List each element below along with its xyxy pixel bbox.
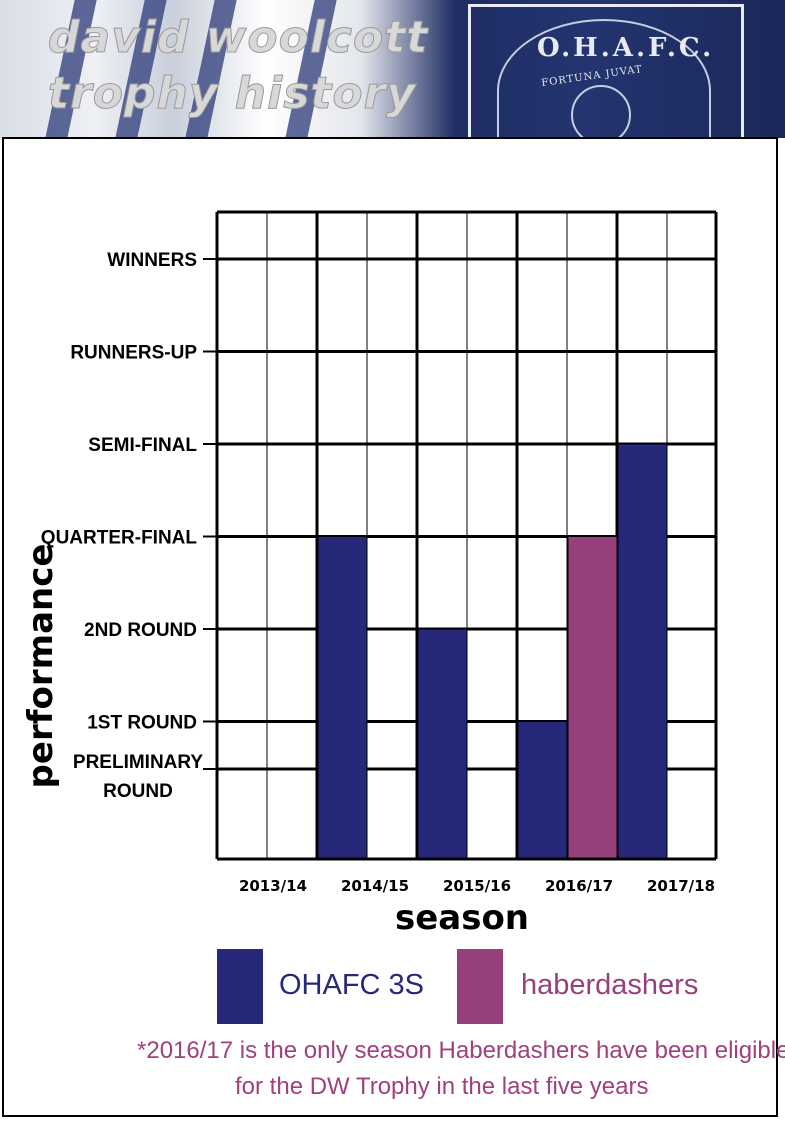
y-tick-label: 1ST ROUND [87, 713, 197, 734]
crest-icon [571, 85, 631, 138]
x-tick-labels: 2013/14 2014/15 2015/16 2016/17 2017/18 [239, 877, 715, 895]
y-tick-label: PRELIMINARY [73, 752, 204, 773]
x-tick-label: 2015/16 [443, 877, 511, 895]
chart-outline [215, 210, 718, 861]
x-tick-label: 2013/14 [239, 877, 307, 895]
x-tick-label: 2016/17 [545, 877, 613, 895]
legend-swatch-haberdashers [457, 949, 503, 1024]
x-tick-label: 2017/18 [647, 877, 715, 895]
y-tick-labels: PRELIMINARY ROUND 1ST ROUND 2ND ROUND QUARTE… [41, 250, 204, 802]
club-badge: O.H.A.F.C. FORTUNA JUVAT [468, 4, 744, 138]
y-axis-title: performance [21, 544, 61, 789]
badge-text: O.H.A.F.C. [537, 33, 715, 63]
title-line-1: david woolcott [47, 12, 429, 63]
x-tick-label: 2014/15 [341, 877, 409, 895]
x-axis-title: season [395, 898, 529, 938]
y-tick-label: WINNERS [107, 250, 197, 271]
chart-bars [317, 443, 668, 860]
y-tick-label: ROUND [103, 781, 173, 802]
bar [417, 628, 468, 860]
bar [317, 536, 368, 860]
header-banner: david woolcott trophy history O.H.A.F.C.… [0, 0, 785, 138]
bar [567, 536, 618, 860]
footnote-line-1: *2016/17 is the only season Haberdashers… [137, 1037, 785, 1064]
title-line-2: trophy history [47, 68, 417, 119]
footnote-line-2: for the DW Trophy in the last five years [235, 1073, 649, 1100]
legend-label-ohafc: OHAFC 3S [279, 969, 425, 1001]
y-tick-label: 2ND ROUND [84, 620, 197, 641]
y-tick-label: RUNNERS-UP [70, 343, 197, 364]
legend-label-haberdashers: haberdashers [521, 969, 699, 1001]
chart-frame: PRELIMINARY ROUND 1ST ROUND 2ND ROUND QUARTE… [2, 137, 785, 1117]
bar [617, 443, 668, 860]
y-tick-label: QUARTER-FINAL [41, 528, 198, 549]
bar [517, 721, 568, 860]
y-tick-label: SEMI-FINAL [88, 435, 197, 456]
trophy-chart: PRELIMINARY ROUND 1ST ROUND 2ND ROUND QUARTE… [21, 210, 718, 938]
legend-swatch-ohafc [217, 949, 263, 1024]
